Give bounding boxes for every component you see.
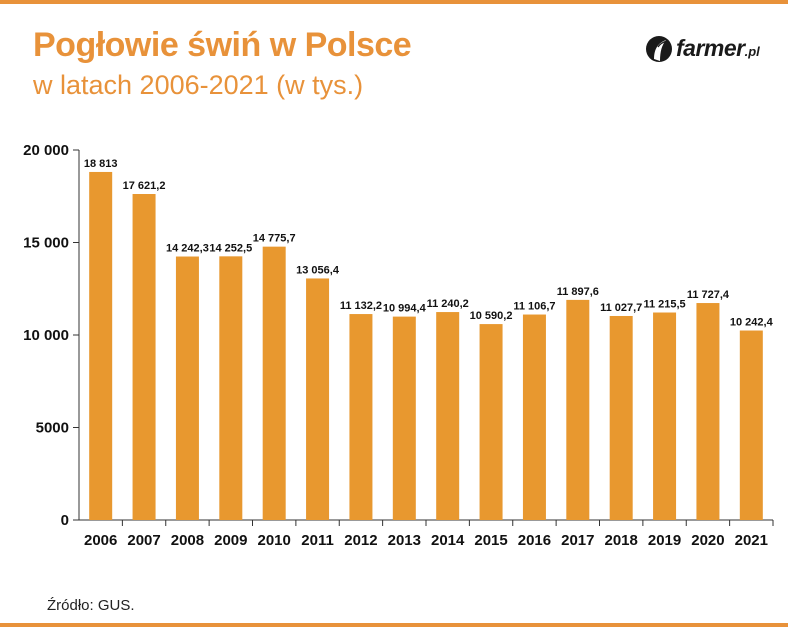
x-tick-label: 2021 — [735, 532, 768, 549]
y-tick-label: 5000 — [36, 420, 69, 437]
data-label: 10 242,4 — [730, 317, 774, 329]
data-label: 11 132,2 — [340, 300, 382, 312]
top-accent-line — [0, 0, 788, 4]
data-label: 11 240,2 — [427, 298, 469, 310]
data-label: 14 252,5 — [209, 242, 252, 254]
x-tick-label: 2012 — [344, 532, 377, 549]
data-label: 11 215,5 — [643, 299, 685, 311]
x-tick-label: 2008 — [171, 532, 204, 549]
bar — [609, 315, 633, 520]
x-tick-label: 2014 — [431, 532, 465, 549]
bottom-accent-line — [0, 623, 788, 627]
bar — [89, 171, 113, 520]
x-tick-label: 2020 — [691, 532, 724, 549]
y-tick-label: 15 000 — [23, 235, 69, 252]
y-tick-label: 10 000 — [23, 327, 69, 344]
bar — [349, 314, 373, 520]
bar — [219, 256, 243, 520]
logo-text: farmer — [676, 34, 745, 61]
data-label: 11 897,6 — [557, 286, 599, 298]
bar — [262, 246, 286, 521]
data-label: 18 813 — [84, 158, 118, 170]
x-tick-label: 2019 — [648, 532, 681, 549]
x-tick-label: 2010 — [258, 532, 291, 549]
x-tick-label: 2009 — [214, 532, 247, 549]
data-label: 14 242,3 — [166, 243, 209, 255]
bar — [739, 330, 763, 520]
x-tick-label: 2016 — [518, 532, 551, 549]
bar — [132, 194, 156, 520]
x-tick-label: 2007 — [127, 532, 160, 549]
bar — [522, 314, 546, 520]
chart-subtitle: w latach 2006-2021 (w tys.) — [33, 70, 364, 100]
bar — [653, 312, 677, 520]
bar — [479, 324, 503, 520]
data-label: 13 056,4 — [296, 264, 340, 276]
x-tick-label: 2018 — [605, 532, 638, 549]
bar — [306, 278, 330, 520]
x-tick-label: 2013 — [388, 532, 421, 549]
data-label: 11 027,7 — [600, 302, 642, 314]
bar — [392, 316, 416, 520]
data-label: 10 994,4 — [383, 303, 427, 315]
data-label: 17 621,2 — [123, 180, 166, 192]
bar — [696, 303, 720, 520]
y-tick-label: 20 000 — [23, 142, 69, 159]
farmer-logo[interactable]: farmer .pl — [644, 31, 760, 65]
data-label: 11 106,7 — [513, 301, 555, 313]
x-tick-label: 2011 — [301, 532, 334, 549]
x-tick-label: 2015 — [474, 532, 507, 549]
chart-title: Pogłowie świń w Polsce — [33, 26, 412, 64]
bar — [566, 299, 590, 520]
bar — [175, 256, 199, 520]
logo-suffix: .pl — [744, 44, 760, 59]
y-tick-label: 0 — [61, 512, 69, 529]
data-label: 14 775,7 — [253, 233, 296, 245]
farmer-leaf-icon — [646, 36, 672, 62]
x-tick-label: 2017 — [561, 532, 594, 549]
data-label: 10 590,2 — [470, 310, 513, 322]
bar — [436, 312, 460, 520]
data-label: 11 727,4 — [687, 289, 730, 301]
source-note: Źródło: GUS. — [47, 597, 135, 614]
x-tick-label: 2006 — [84, 532, 117, 549]
